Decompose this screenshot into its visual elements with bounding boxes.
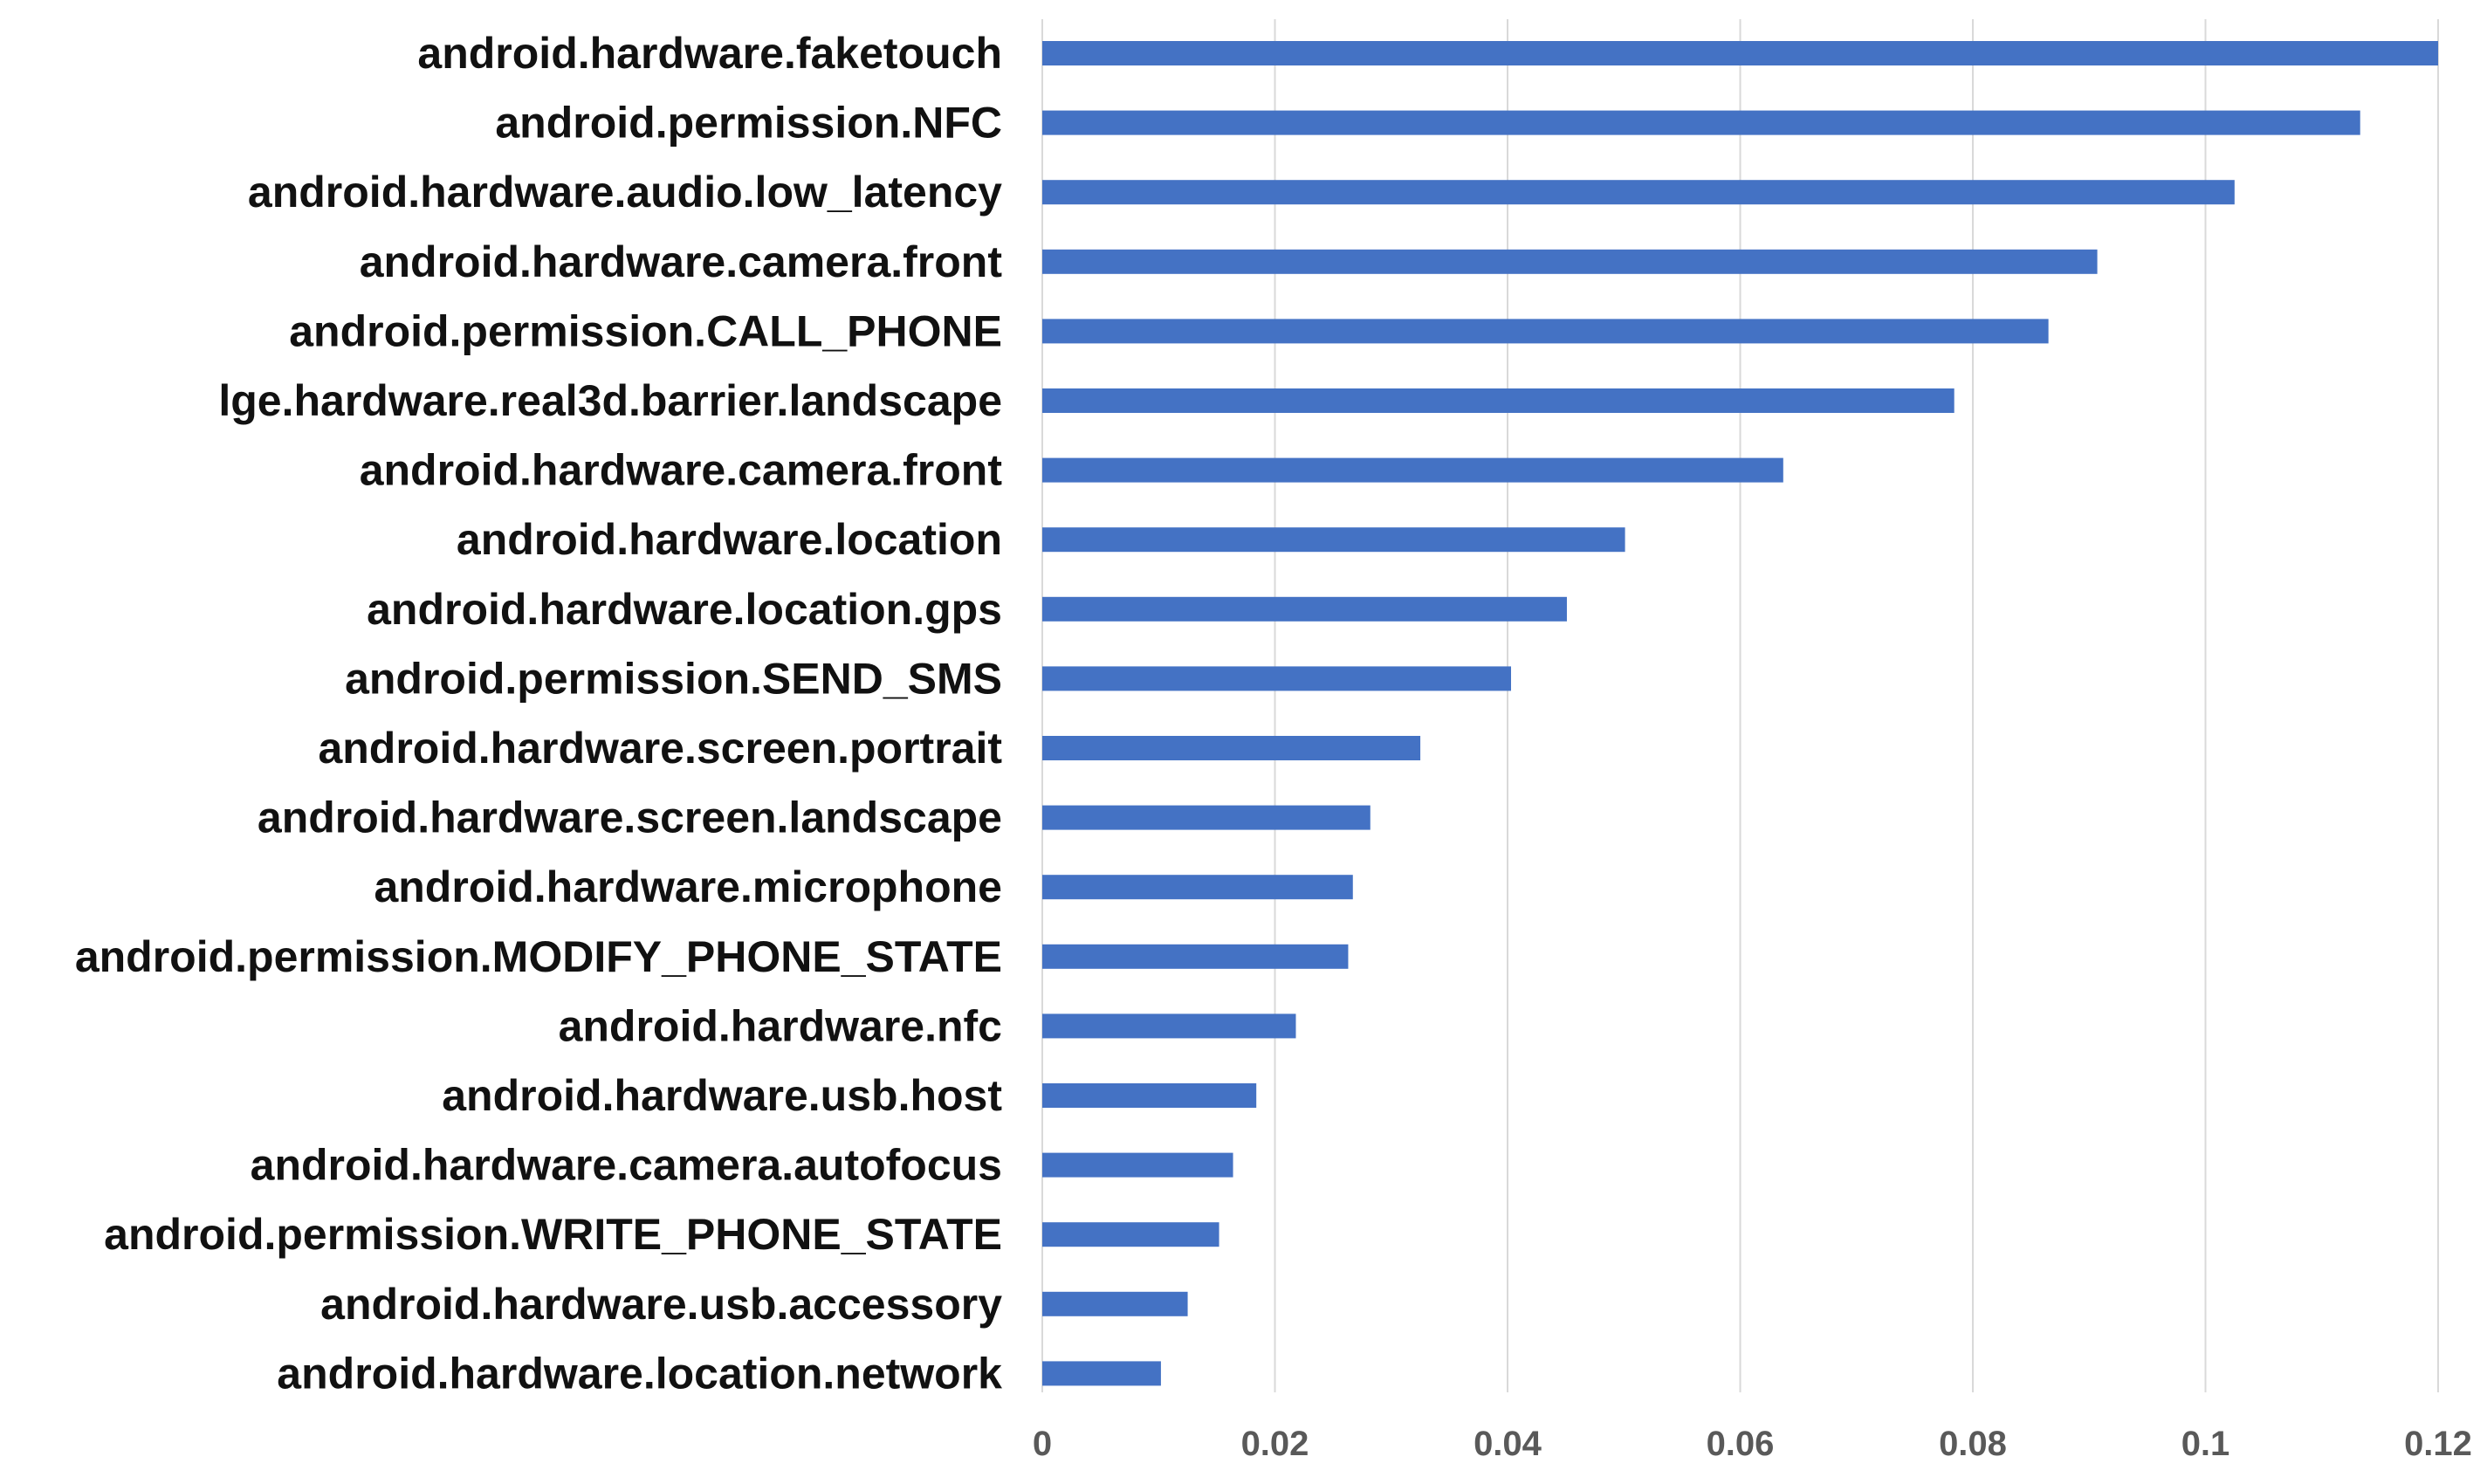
bar (1042, 736, 1421, 760)
category-label: android.hardware.location.gps (367, 585, 1002, 634)
category-label: android.hardware.audio.low_latency (248, 168, 1002, 216)
bar (1042, 1083, 1257, 1108)
category-label: android.permission.CALL_PHONE (289, 306, 1002, 355)
bar (1042, 875, 1353, 900)
x-tick-label: 0 (1033, 1425, 1052, 1463)
bar (1042, 180, 2235, 205)
x-tick-label: 0.08 (1939, 1425, 2007, 1463)
category-label: android.hardware.nfc (559, 1001, 1002, 1050)
category-label: android.hardware.camera.front (360, 446, 1003, 495)
category-label: android.permission.SEND_SMS (345, 654, 1002, 703)
x-tick-label: 0.1 (2181, 1425, 2230, 1463)
category-label: android.hardware.microphone (374, 862, 1002, 911)
bar (1042, 41, 2438, 65)
category-label: android.hardware.camera.autofocus (251, 1141, 1002, 1190)
category-label: lge.hardware.real3d.barrier.landscape (218, 376, 1002, 425)
category-label: android.hardware.location (457, 515, 1002, 564)
bar (1042, 596, 1567, 622)
bar (1042, 319, 2049, 344)
bar (1042, 1222, 1219, 1247)
bar (1042, 110, 2360, 135)
x-tick-label: 0.06 (1707, 1425, 1775, 1463)
category-label: android.hardware.camera.front (360, 237, 1003, 286)
bar (1042, 805, 1371, 830)
category-label: android.hardware.location.network (277, 1349, 1002, 1398)
category-labels: android.hardware.faketouch android.permis… (75, 29, 1003, 1398)
category-label: android.permission.MODIFY_PHONE_STATE (75, 932, 1002, 981)
bar (1042, 1152, 1233, 1178)
category-label: android.hardware.usb.host (442, 1071, 1002, 1120)
bar (1042, 1291, 1188, 1316)
gridlines (1041, 19, 2439, 1392)
bar (1042, 1013, 1296, 1039)
x-tick-label: 0.12 (2404, 1425, 2472, 1463)
category-label: android.hardware.screen.landscape (258, 794, 1002, 842)
category-label: android.hardware.faketouch (417, 29, 1002, 78)
bar (1042, 457, 1783, 483)
category-label: android.hardware.screen.portrait (318, 724, 1002, 773)
x-axis-tick-labels: 0 0.02 0.04 0.06 0.08 0.1 0.12 (1033, 1425, 2472, 1463)
category-label: android.permission.WRITE_PHONE_STATE (104, 1210, 1002, 1259)
category-label: android.hardware.usb.accessory (320, 1280, 1002, 1329)
bar (1042, 1361, 1161, 1386)
category-label: android.permission.NFC (495, 99, 1002, 148)
bar (1042, 388, 1955, 413)
x-tick-label: 0.04 (1474, 1425, 1542, 1463)
x-tick-label: 0.02 (1241, 1425, 1309, 1463)
bar (1042, 249, 2098, 274)
bars (1042, 41, 2438, 1386)
bar (1042, 527, 1625, 553)
bar (1042, 666, 1511, 691)
bar (1042, 944, 1349, 969)
